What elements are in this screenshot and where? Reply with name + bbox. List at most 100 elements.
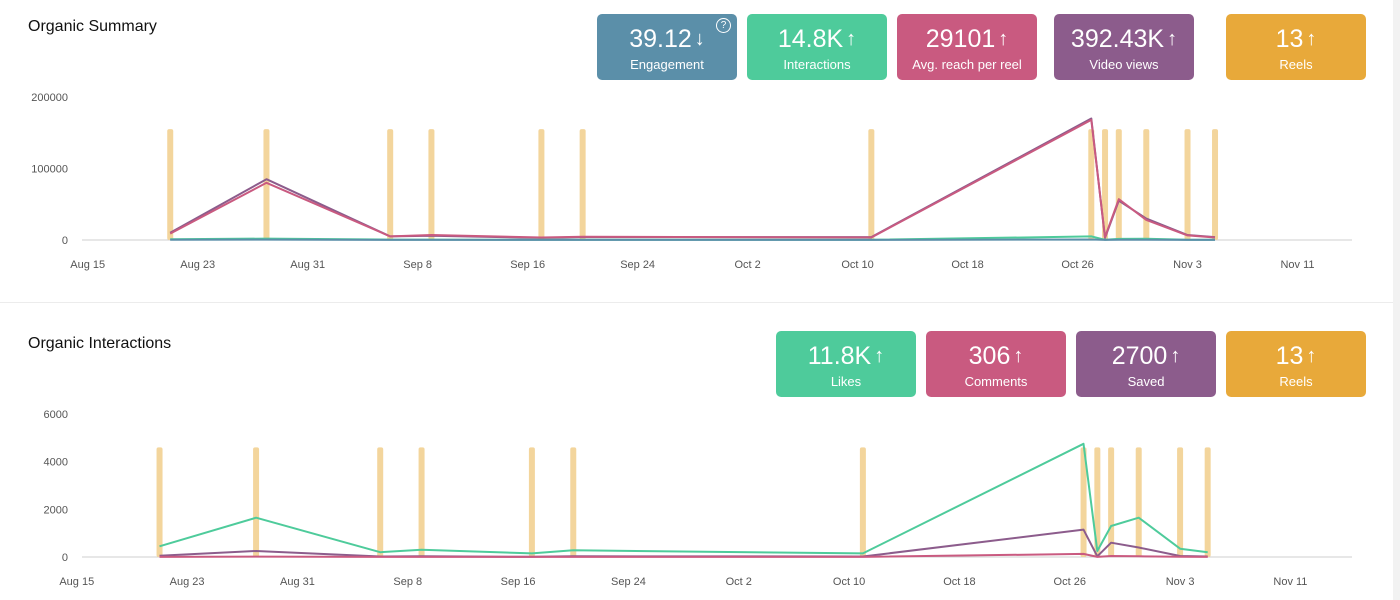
x-tick-label: Oct 10: [833, 576, 865, 588]
reel-marker-bar: [1184, 129, 1191, 240]
arrow-up-icon: ↑: [1167, 28, 1178, 50]
organic-interactions-title: Organic Interactions: [28, 335, 172, 352]
x-tick-label: Aug 31: [280, 576, 315, 588]
kpi-number: 11.8K: [807, 342, 872, 370]
x-tick-label: Aug 15: [70, 259, 105, 271]
reel-marker-bar: [868, 129, 875, 240]
kpi-interactions[interactable]: 14.8K ↑ Interactions: [747, 14, 887, 80]
x-tick-label: Sep 24: [620, 259, 655, 271]
kpi-value: 306 ↑: [926, 341, 1066, 371]
arrow-up-icon: ↑: [1306, 345, 1317, 367]
reel-marker-bar: [1135, 447, 1142, 557]
reel-marker-bar: [1102, 129, 1109, 240]
arrow-up-icon: ↑: [1306, 28, 1317, 50]
series-line: [169, 118, 1216, 239]
kpi-label: Saved: [1127, 374, 1165, 389]
reel-marker-bar: [859, 447, 866, 557]
kpi-likes[interactable]: 11.8K ↑ Likes: [776, 331, 916, 397]
reel-marker-bar: [1212, 129, 1219, 240]
kpi-number: 39.12: [629, 25, 692, 53]
kpi-value: 14.8K ↑: [747, 24, 887, 54]
kpi-label: Video views: [1089, 57, 1159, 72]
x-tick-label: Oct 18: [951, 259, 983, 271]
kpi-value: 13 ↑: [1226, 24, 1366, 54]
x-tick-label: Oct 2: [734, 259, 760, 271]
kpi-label: Likes: [830, 374, 862, 389]
kpi-label: Engagement: [630, 57, 704, 72]
y-tick-label: 4000: [44, 457, 68, 469]
reel-marker-bar: [1143, 129, 1150, 240]
arrow-up-icon: ↑: [998, 28, 1009, 50]
x-tick-label: Oct 26: [1054, 576, 1086, 588]
organic-summary-panel: Organic Summary 39.12 ↓ Engagement? 14.8K ↑ I…: [0, 14, 1393, 303]
kpi-label: Avg. reach per reel: [912, 57, 1022, 72]
reel-marker-bar: [253, 447, 260, 557]
kpi-number: 14.8K: [777, 25, 844, 53]
reel-marker-bar: [570, 447, 577, 557]
series-line: [159, 442, 1208, 555]
arrow-up-icon: ↑: [1013, 345, 1024, 367]
x-tick-label: Sep 8: [403, 259, 432, 271]
reel-marker-bar: [1088, 129, 1095, 240]
x-tick-label: Nov 3: [1173, 259, 1202, 271]
kpi-saved[interactable]: 2700 ↑ Saved: [1076, 331, 1216, 397]
x-tick-label: Oct 10: [841, 259, 873, 271]
reel-marker-bar: [167, 129, 174, 240]
reel-marker-bar: [1115, 129, 1122, 240]
kpi-number: 306: [968, 342, 1011, 370]
organic-interactions-chart[interactable]: 0 2000 4000 6000 Aug 15 Aug 23 Aug 31 Sep 8 Sep …: [0, 403, 1393, 600]
kpi-number: 392.43K: [1070, 25, 1165, 53]
kpi-value: 39.12 ↓: [597, 24, 737, 54]
organic-summary-chart[interactable]: 0 100000 200000 Aug 15 Aug 23 Aug 31 Sep 8 Sep …: [0, 86, 1393, 286]
reel-marker-bar: [418, 447, 425, 557]
kpi-value: 29101 ↑: [897, 24, 1037, 54]
arrow-down-icon: ↓: [694, 28, 705, 50]
x-tick-label: Sep 16: [501, 576, 536, 588]
reel-marker-bar: [156, 447, 163, 557]
x-tick-label: Sep 8: [393, 576, 422, 588]
y-tick-label: 6000: [44, 409, 68, 421]
kpi-number: 29101: [925, 25, 996, 53]
kpi-number: 2700: [1111, 342, 1168, 370]
reel-marker-bar: [387, 129, 394, 240]
y-tick-label: 0: [62, 235, 68, 247]
x-tick-label: Sep 16: [510, 259, 545, 271]
x-tick-label: Nov 3: [1166, 576, 1195, 588]
help-icon[interactable]: ?: [716, 18, 731, 33]
reel-marker-bar: [263, 129, 270, 240]
kpi-value: 2700 ↑: [1076, 341, 1216, 371]
page-scroll-edge: [1393, 0, 1400, 600]
reel-marker-bar: [377, 447, 384, 557]
reel-marker-bar: [538, 129, 545, 240]
x-tick-label: Oct 2: [726, 576, 752, 588]
reel-marker-bar: [1094, 447, 1101, 557]
x-tick-label: Aug 23: [170, 576, 205, 588]
reel-marker-bar: [528, 447, 535, 557]
reel-marker-bar: [1204, 447, 1211, 557]
arrow-up-icon: ↑: [846, 28, 857, 50]
kpi-label: Reels: [1279, 57, 1313, 72]
kpi-comments[interactable]: 306 ↑ Comments: [926, 331, 1066, 397]
kpi-reels[interactable]: 13 ↑ Reels: [1226, 14, 1366, 80]
y-tick-label: 2000: [44, 504, 68, 516]
kpi-label: Comments: [964, 374, 1028, 389]
x-tick-label: Aug 31: [290, 259, 325, 271]
kpi-reels[interactable]: 13 ↑ Reels: [1226, 331, 1366, 397]
kpi-video-views[interactable]: 392.43K ↑ Video views: [1054, 14, 1194, 80]
reel-marker-bar: [579, 129, 586, 240]
kpi-number: 13: [1275, 342, 1304, 370]
organic-interactions-panel: Organic Interactions 11.8K ↑ Likes 306 ↑ Comm…: [0, 303, 1393, 600]
kpi-engagement[interactable]: 39.12 ↓ Engagement?: [597, 14, 737, 80]
x-tick-label: Aug 15: [59, 576, 94, 588]
x-tick-label: Sep 24: [611, 576, 646, 588]
kpi-value: 13 ↑: [1226, 341, 1366, 371]
kpi-value: 392.43K ↑: [1054, 24, 1194, 54]
kpi-label: Interactions: [783, 57, 851, 72]
kpi-avg-reach-per-reel[interactable]: 29101 ↑ Avg. reach per reel: [897, 14, 1037, 80]
y-tick-label: 200000: [31, 92, 68, 104]
reel-marker-bar: [428, 129, 435, 240]
reel-marker-bar: [1177, 447, 1184, 557]
organic-summary-title: Organic Summary: [28, 18, 157, 35]
series-line: [169, 117, 1216, 239]
series-line: [159, 552, 1208, 558]
